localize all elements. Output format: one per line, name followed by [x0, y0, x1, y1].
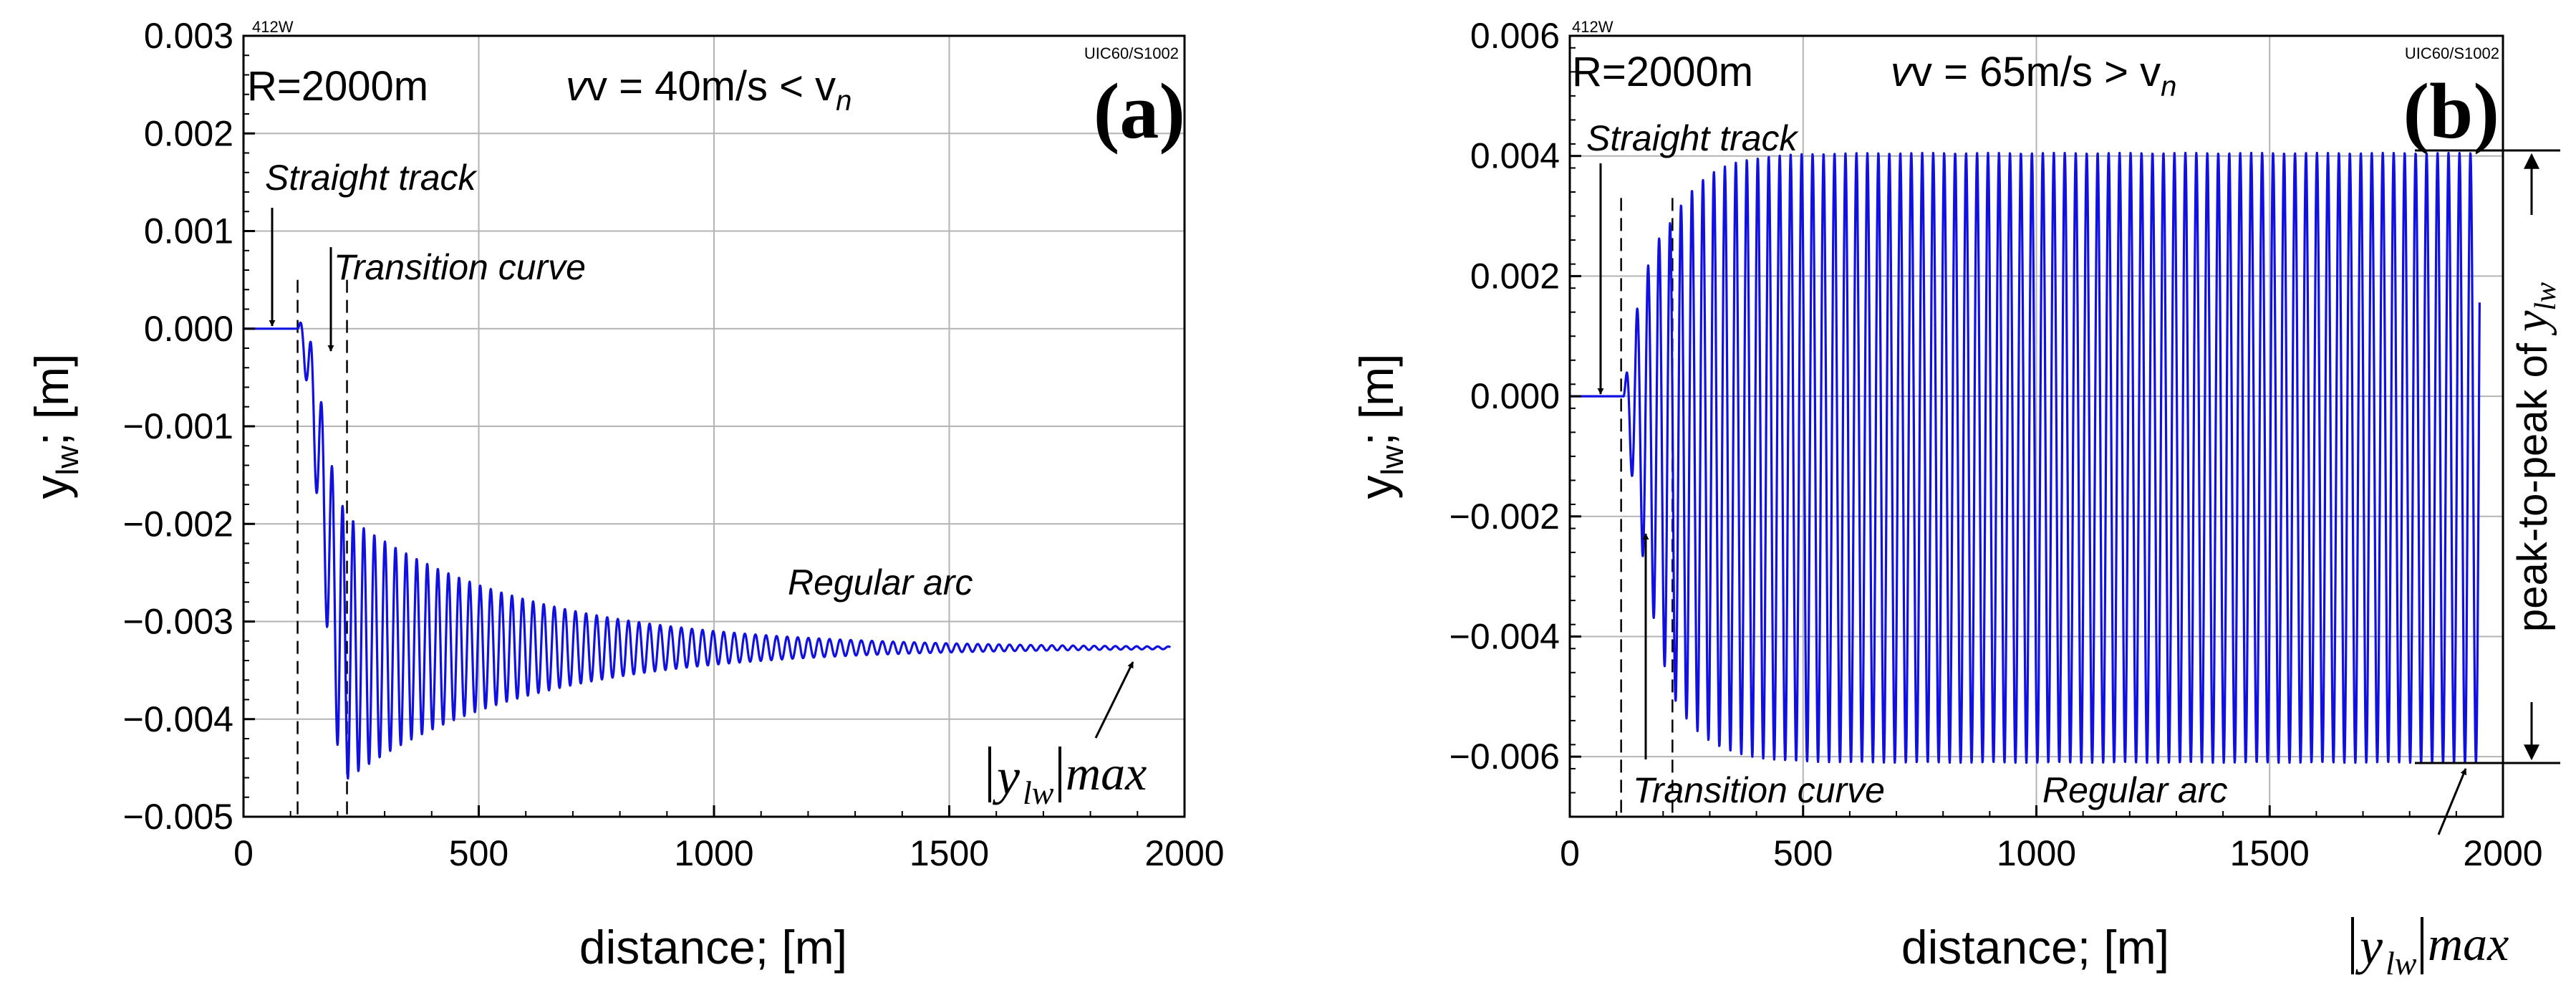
- x-axis-label-b: distance; [m]: [1901, 921, 2169, 974]
- regular-arc-label-b: Regular arc: [2042, 770, 2227, 810]
- x-tick-label: 1500: [2230, 833, 2310, 873]
- y-tick-label: −0.002: [1449, 496, 1560, 537]
- speed-label-b: vv = 65m/s > vn: [1891, 49, 2176, 102]
- y-tick-label: −0.004: [1449, 616, 1560, 656]
- straight-track-label-a: Straight track: [265, 158, 478, 198]
- x-tick-label: 1000: [1997, 833, 2076, 873]
- y-tick-label: −0.001: [123, 406, 233, 446]
- ylw-max-y-a: y: [992, 748, 1020, 805]
- ylw-max-label-a: y lw max: [988, 746, 1147, 811]
- x-tick-label: 2000: [1144, 833, 1224, 873]
- y-tick-label: 0.000: [144, 309, 233, 349]
- x-axis-label-a: distance; [m]: [579, 921, 847, 974]
- x-tick-label: 500: [449, 833, 508, 873]
- corner-tag-left-b: 412W: [1572, 18, 1613, 36]
- panel-label-a: (a): [1094, 67, 1185, 155]
- peak-to-peak-y-b: y: [2505, 310, 2557, 336]
- y-tick-label: −0.002: [123, 504, 233, 544]
- corner-tag-right-b: UIC60/S1002: [2405, 44, 2499, 62]
- y-axis-sub-b: lw: [1375, 446, 1410, 476]
- x-tick-label: 0: [1560, 833, 1580, 873]
- corner-tag-right-a: UIC60/S1002: [1084, 44, 1179, 62]
- y-axis-unit-a: ; [m]: [25, 354, 78, 446]
- y-tick-label: 0.006: [1470, 16, 1560, 56]
- transition-curve-label-a: Transition curve: [334, 247, 586, 287]
- x-tick-label: 500: [1773, 833, 1833, 873]
- x-tick-label: 1500: [910, 833, 989, 873]
- speed-label-a: vv = 40m/s < vn: [566, 63, 852, 117]
- peak-to-peak-sub-b: lw: [2529, 282, 2562, 311]
- x-tick-labels-b: 0 500 1000 1500 2000: [1560, 805, 2543, 873]
- y-tick-label: −0.006: [1449, 736, 1560, 777]
- ylw-max-arrow-b: [2437, 768, 2467, 835]
- ylw-max-sub-a: lw: [1023, 774, 1054, 811]
- panel-label-b: (b): [2403, 67, 2499, 155]
- y-axis-label-a: ylw; [m]: [25, 354, 85, 499]
- series-line-a: [242, 321, 1172, 780]
- plot-area-a: [242, 321, 1172, 780]
- y-axis-y-b: y: [1350, 475, 1403, 499]
- x-tick-labels-a: 0 500 1000 1500 2000: [233, 805, 1225, 873]
- y-tick-labels-a: 0.003 0.002 0.001 0.000 −0.001 −0.002 −0.003 −0…: [123, 16, 255, 837]
- speed-text-b: v = 65m/s > v: [1911, 49, 2161, 95]
- y-axis-y-a: y: [25, 475, 78, 499]
- regular-arc-label-a: Regular arc: [788, 562, 973, 603]
- y-axis-label-b: ylw; [m]: [1350, 354, 1410, 499]
- peak-to-peak-label-b: peak-to-peak of ylw: [2505, 282, 2562, 632]
- y-tick-label: −0.005: [123, 797, 233, 837]
- chart-panel-b: 0.006 0.004 0.002 0.000 −0.002 −0.004 −0.006 0…: [1350, 16, 2562, 982]
- ylw-max-arrow-a: [1094, 661, 1134, 739]
- transition-curve-label-b: Transition curve: [1633, 770, 1885, 810]
- peak-to-peak-prefix-b: peak-to-peak of: [2509, 332, 2556, 632]
- corner-tag-left-a: 412W: [252, 18, 294, 36]
- speed-text-a: v = 40m/s < v: [587, 63, 836, 110]
- speed-sub-b: n: [2161, 71, 2176, 102]
- series-line-b: [1568, 151, 2481, 764]
- ylw-max-y-b: y: [2355, 918, 2383, 975]
- ylw-max-sub-b: lw: [2386, 945, 2417, 982]
- ylw-max-suffix-a: max: [1066, 746, 1147, 800]
- y-tick-label: 0.003: [144, 16, 233, 56]
- x-tick-label: 1000: [674, 833, 753, 873]
- chart-panel-a: 0.003 0.002 0.001 0.000 −0.001 −0.002 −0.003 −0…: [25, 16, 1225, 974]
- y-tick-label: 0.004: [1470, 136, 1560, 176]
- y-axis-sub-a: lw: [50, 446, 85, 476]
- speed-sub-a: n: [836, 85, 852, 117]
- y-tick-label: 0.002: [1470, 256, 1560, 296]
- plot-area-b: [1568, 151, 2481, 764]
- straight-track-label-b: Straight track: [1586, 118, 1800, 158]
- radius-label-a: R=2000m: [247, 63, 428, 110]
- x-tick-label: 2000: [2463, 833, 2542, 873]
- y-axis-unit-b: ; [m]: [1350, 354, 1403, 446]
- y-tick-label: 0.000: [1470, 376, 1560, 416]
- grid-a: [243, 35, 1185, 817]
- x-tick-label: 0: [233, 833, 254, 873]
- ylw-max-suffix-b: max: [2428, 916, 2509, 971]
- ylw-max-label-b: y lw max: [2351, 916, 2509, 982]
- y-tick-label: 0.002: [144, 113, 233, 153]
- y-tick-label: 0.001: [144, 211, 233, 251]
- y-tick-labels-b: 0.006 0.004 0.002 0.000 −0.002 −0.004 −0.006: [1449, 16, 1581, 817]
- radius-label-b: R=2000m: [1572, 49, 1753, 95]
- y-tick-label: −0.003: [123, 602, 233, 642]
- y-tick-label: −0.004: [123, 699, 233, 739]
